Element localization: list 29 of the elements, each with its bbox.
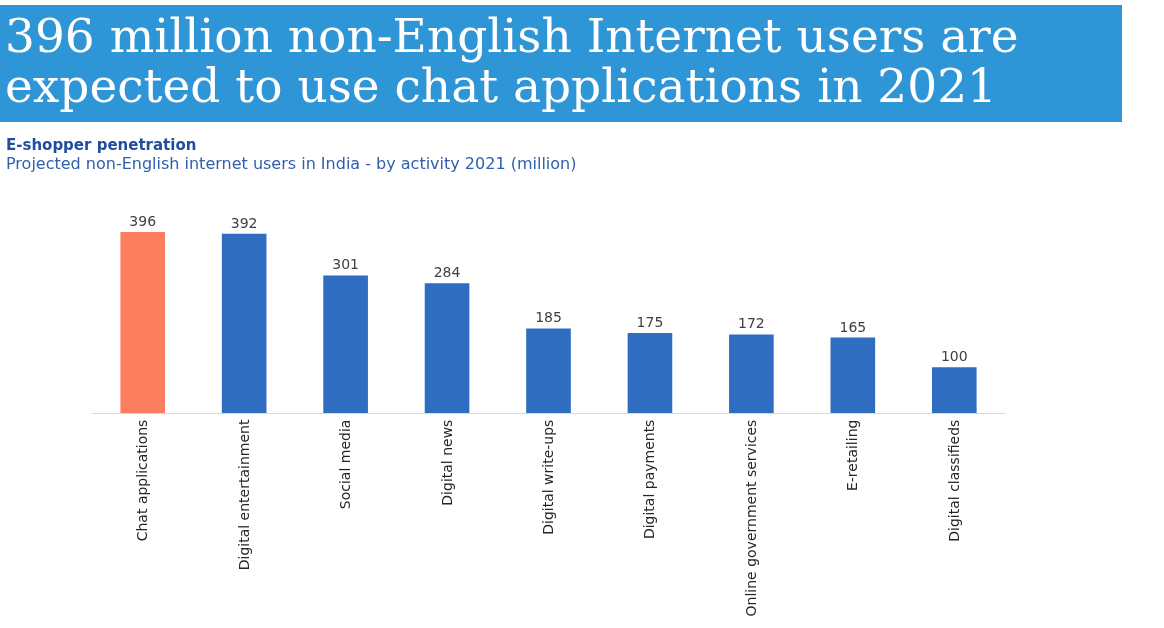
bar [627,333,673,413]
x-tick-label: E-retailing [844,419,861,492]
data-label: 284 [433,264,461,281]
bar [323,275,368,413]
x-tick-label: Social media [337,419,354,510]
x-tick-label: Digital news [438,419,455,506]
data-label: 185 [535,309,562,326]
bar [526,328,571,413]
x-tick-label: Digital payments [641,419,658,540]
chart-subtitle: E-shopper penetration Projected non-English internet users in India - by activity 2021 (million) [6,136,577,173]
data-label: 396 [129,213,157,229]
bar [931,367,977,413]
x-tick-label: Online government services [742,419,759,617]
chart-title: 396 million non-English Internet users are expected to use chat applications in 2021 [5,8,1019,113]
data-label: 165 [839,318,867,335]
bar [424,283,470,413]
x-tick-label: Digital write-ups [540,419,557,535]
bar [830,337,876,413]
x-tick-label: Digital classifieds [945,419,962,542]
bar [221,233,267,413]
data-label: 301 [332,256,359,273]
bar [120,232,166,413]
data-label: 175 [636,314,664,331]
data-label: 172 [738,315,765,332]
x-tick-label: Chat applications [134,419,151,542]
x-tick-label: Digital entertainment [235,419,252,571]
bar [729,334,774,413]
data-label: 392 [230,214,258,231]
data-label: 100 [940,348,968,365]
